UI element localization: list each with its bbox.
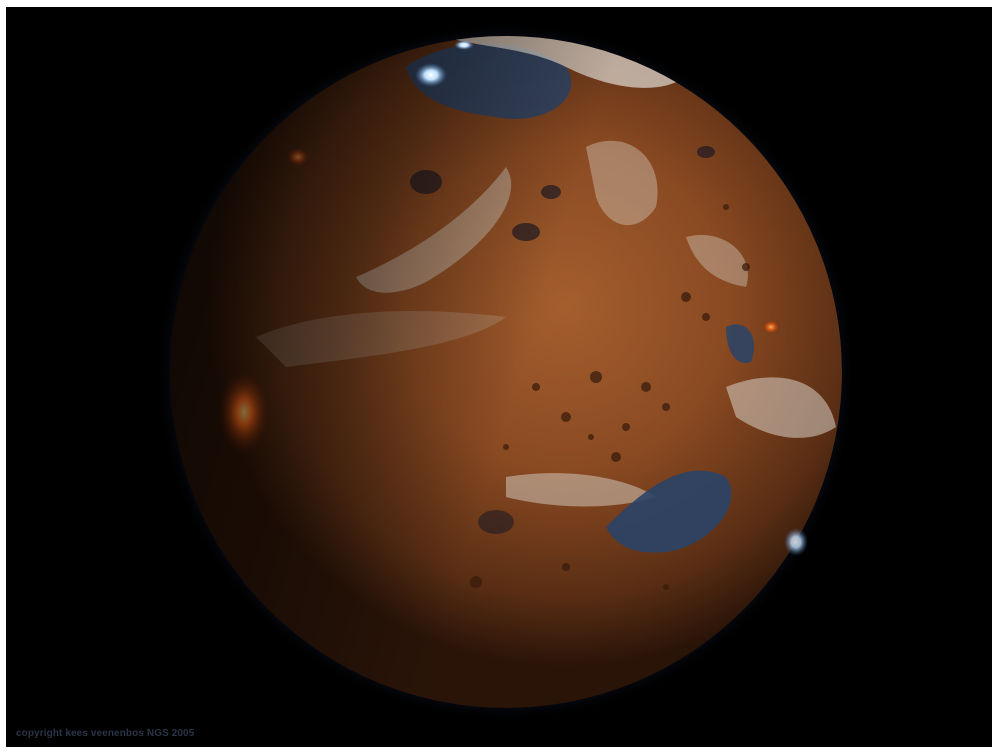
copyright-watermark: copyright kees veenenbos NGS 2005 <box>16 728 195 739</box>
planet-illustration <box>158 24 854 720</box>
polar-highlight <box>415 63 447 87</box>
planet-surface <box>170 36 842 708</box>
space-background: copyright kees veenenbos NGS 2005 <box>6 7 992 747</box>
